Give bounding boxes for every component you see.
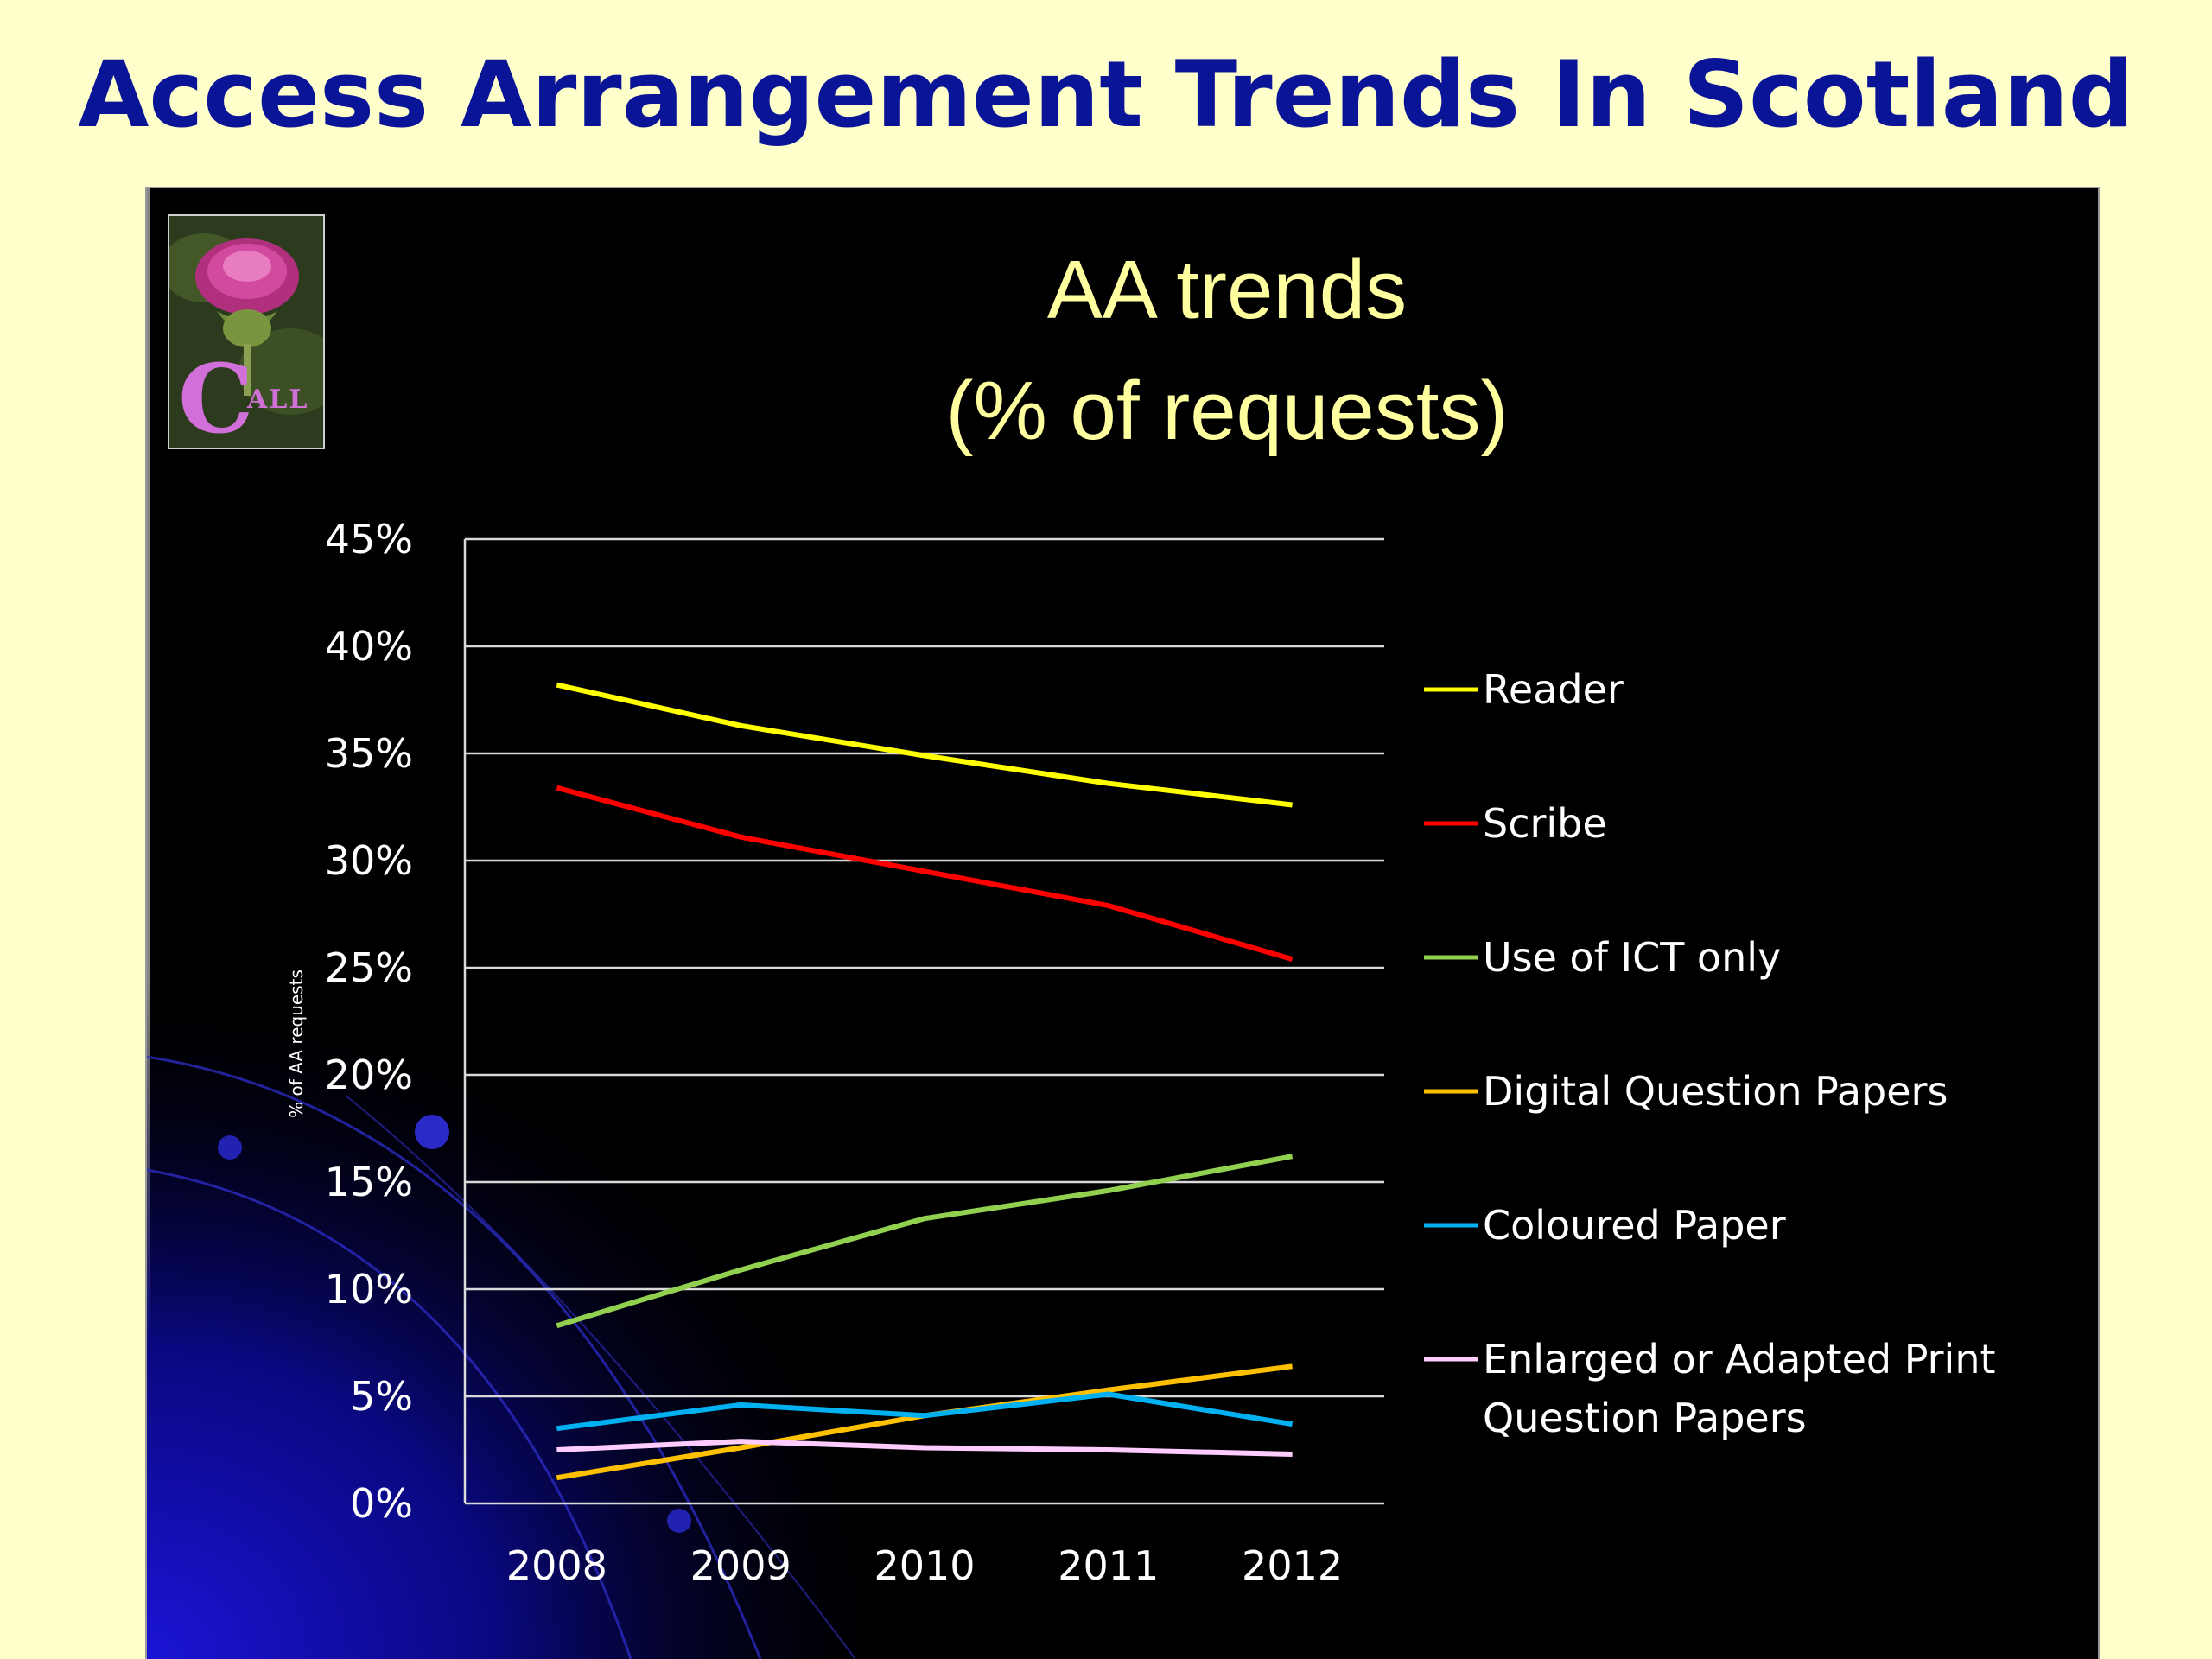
thistle-icon [195, 238, 299, 396]
y-tick-label: 40% [325, 623, 413, 670]
y-tick-label: 10% [325, 1266, 413, 1313]
x-tick-label: 2009 [690, 1542, 791, 1589]
y-tick-label: 15% [325, 1159, 413, 1205]
legend-label: Coloured Paper [1483, 1202, 1786, 1249]
x-tick-label: 2011 [1058, 1542, 1159, 1589]
chart-subtitle: (% of requests) [946, 365, 1509, 457]
series-line [556, 1391, 1294, 1432]
series-line [556, 1154, 1294, 1329]
call-logo: C ALL [168, 214, 325, 449]
legend-label: Question Papers [1483, 1395, 1807, 1441]
x-tick-label: 2012 [1242, 1542, 1343, 1589]
legend-label: Use of ICT only [1483, 934, 1781, 981]
legend-label: Scribe [1483, 800, 1607, 847]
logo-letters-all: ALL [246, 385, 308, 415]
legend-label: Enlarged or Adapted Print [1483, 1336, 1996, 1382]
series-line [556, 785, 1294, 962]
x-tick-label: 2008 [506, 1542, 607, 1589]
x-tick-label: 2010 [874, 1542, 975, 1589]
legend-label: Reader [1483, 666, 1624, 713]
y-axis-label: % of AA requests [286, 969, 307, 1118]
series-line [556, 1439, 1293, 1457]
chart-panel: 0% 5% 10% 15% 20% 25% 30% 35% 40% 45% 2008 2009 2010… [147, 188, 2098, 1659]
legend-label: Digital Question Papers [1483, 1068, 1948, 1115]
y-tick-label: 0% [350, 1480, 413, 1527]
y-tick-label: 45% [325, 516, 413, 563]
slide-title: Access Arrangement Trends In Scotland [78, 41, 2134, 148]
chart-title: AA trends [1047, 244, 1407, 336]
y-tick-label: 35% [325, 730, 413, 777]
chart-svg: 0% 5% 10% 15% 20% 25% 30% 35% 40% 45% 2008 2009 2010… [147, 244, 1996, 1659]
y-tick-label: 20% [325, 1052, 413, 1098]
logo-letter-c: C [178, 343, 254, 448]
series-line [556, 682, 1293, 808]
decorative-swirl [147, 966, 925, 1659]
y-tick-label: 30% [325, 837, 413, 884]
y-tick-label: 5% [350, 1373, 413, 1420]
y-tick-label: 25% [325, 944, 413, 991]
